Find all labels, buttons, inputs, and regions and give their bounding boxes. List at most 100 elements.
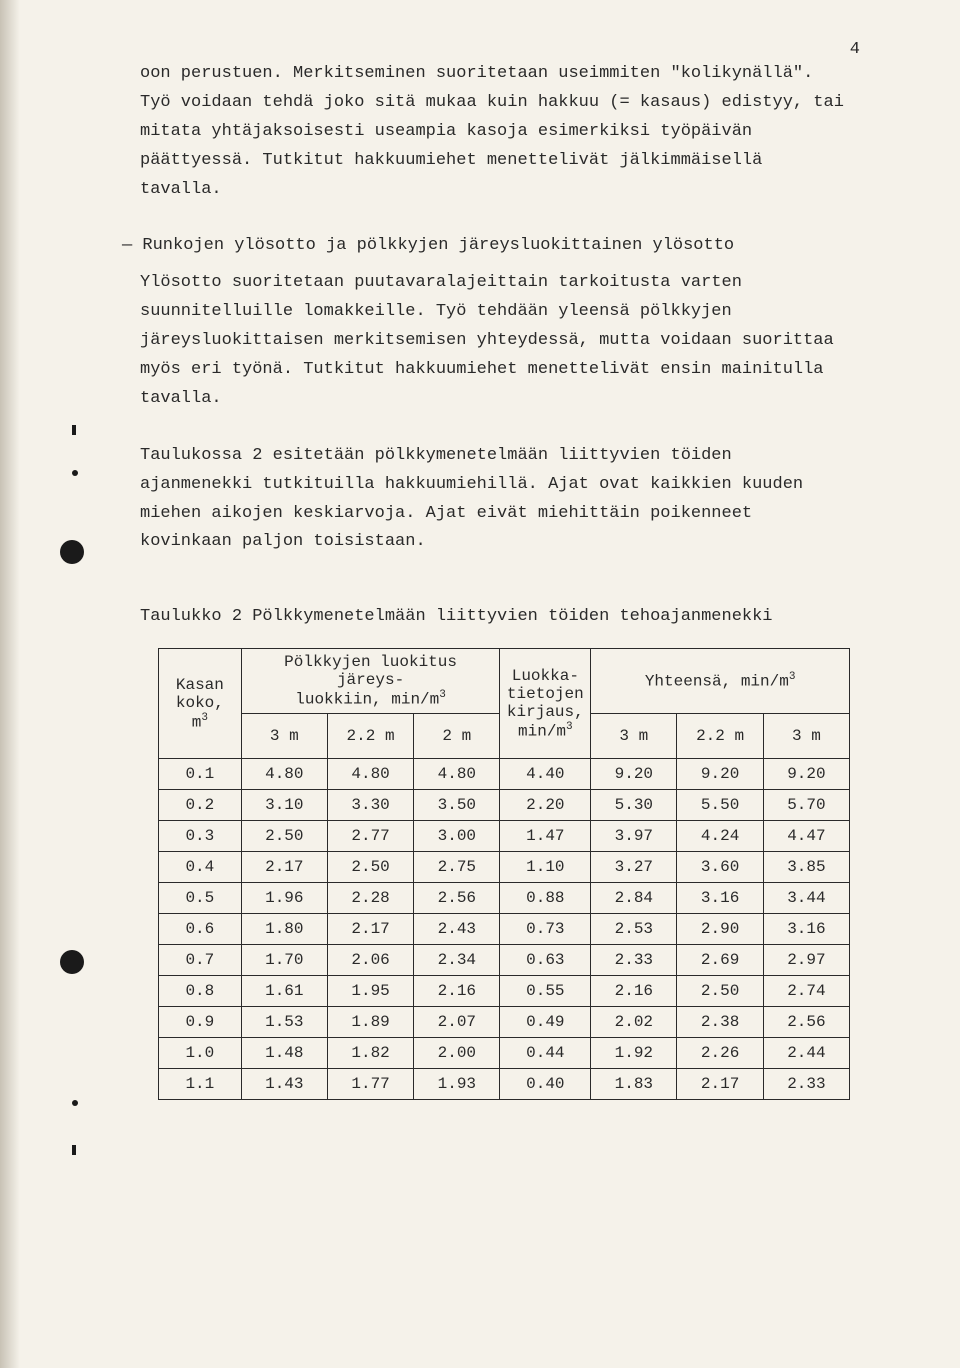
cell-kasan: 0.6 <box>159 913 242 944</box>
cell-value: 2.56 <box>763 1006 849 1037</box>
cell-value: 3.16 <box>677 882 763 913</box>
cell-kasan: 0.2 <box>159 789 242 820</box>
cell-value: 1.82 <box>327 1037 413 1068</box>
margin-tick-icon <box>72 425 76 435</box>
cell-value: 2.28 <box>327 882 413 913</box>
th-luokka-l3: kirjaus, <box>507 703 584 721</box>
table-row: 0.32.502.773.001.473.974.244.47 <box>159 820 850 851</box>
th-luokka: Luokka- tietojen kirjaus, min/m3 <box>500 649 591 758</box>
cell-value: 1.83 <box>591 1068 677 1099</box>
table-row: 0.81.611.952.160.552.162.502.74 <box>159 975 850 1006</box>
cell-value: 3.60 <box>677 851 763 882</box>
section-heading-dash: — Runkojen ylösotto ja pölkkyjen järeysl… <box>122 232 850 261</box>
cell-value: 2.97 <box>763 944 849 975</box>
cell-value: 4.40 <box>500 758 591 789</box>
th-sub-3m-a: 3 m <box>241 713 327 758</box>
cell-value: 1.92 <box>591 1037 677 1068</box>
cell-value: 2.16 <box>414 975 500 1006</box>
th-polk-l2: luokkiin, min/m <box>295 691 439 709</box>
cell-value: 1.96 <box>241 882 327 913</box>
cell-value: 2.44 <box>763 1037 849 1068</box>
th-luokka-l4: min/m <box>518 722 566 740</box>
th-sub-3m-b: 3 m <box>591 713 677 758</box>
cell-value: 4.80 <box>241 758 327 789</box>
cell-value: 4.24 <box>677 820 763 851</box>
document-page: 4 oon perustuen. Merkitseminen suoriteta… <box>0 0 960 1140</box>
cell-kasan: 0.7 <box>159 944 242 975</box>
th-luokka-l1: Luokka- <box>512 667 579 685</box>
cell-value: 3.50 <box>414 789 500 820</box>
cell-value: 0.73 <box>500 913 591 944</box>
table-row: 1.11.431.771.930.401.832.172.33 <box>159 1068 850 1099</box>
cell-value: 1.89 <box>327 1006 413 1037</box>
paragraph-1: oon perustuen. Merkitseminen suoritetaan… <box>140 60 850 204</box>
cell-kasan: 0.3 <box>159 820 242 851</box>
cell-value: 4.80 <box>327 758 413 789</box>
cell-value: 1.80 <box>241 913 327 944</box>
th-sub-22m-b: 2.2 m <box>677 713 763 758</box>
table-caption: Taulukko 2 Pölkkymenetelmään liittyvien … <box>140 607 850 626</box>
cell-kasan: 0.5 <box>159 882 242 913</box>
table-row: 1.01.481.822.000.441.922.262.44 <box>159 1037 850 1068</box>
cell-value: 3.00 <box>414 820 500 851</box>
cell-value: 3.27 <box>591 851 677 882</box>
cell-value: 2.00 <box>414 1037 500 1068</box>
cell-value: 0.88 <box>500 882 591 913</box>
th-polk-l1: Pölkkyjen luokitus järeys- <box>284 653 457 689</box>
cell-value: 2.02 <box>591 1006 677 1037</box>
cell-value: 2.17 <box>327 913 413 944</box>
cell-value: 0.55 <box>500 975 591 1006</box>
cell-value: 9.20 <box>763 758 849 789</box>
cell-value: 2.74 <box>763 975 849 1006</box>
cell-value: 1.61 <box>241 975 327 1006</box>
cell-kasan: 0.9 <box>159 1006 242 1037</box>
cell-kasan: 0.4 <box>159 851 242 882</box>
cell-value: 3.85 <box>763 851 849 882</box>
cell-value: 3.44 <box>763 882 849 913</box>
cell-value: 1.95 <box>327 975 413 1006</box>
th-sub-3m-c: 3 m <box>763 713 849 758</box>
cell-value: 2.17 <box>241 851 327 882</box>
th-luokka-sup: 3 <box>566 721 573 733</box>
cell-value: 4.47 <box>763 820 849 851</box>
cell-value: 0.49 <box>500 1006 591 1037</box>
th-luokka-l2: tietojen <box>507 685 584 703</box>
cell-value: 0.63 <box>500 944 591 975</box>
table-row: 0.23.103.303.502.205.305.505.70 <box>159 789 850 820</box>
cell-value: 0.44 <box>500 1037 591 1068</box>
cell-value: 2.75 <box>414 851 500 882</box>
th-yhteensa: Yhteensä, min/m3 <box>591 649 850 713</box>
cell-value: 2.53 <box>591 913 677 944</box>
cell-value: 2.50 <box>327 851 413 882</box>
table-row: 0.61.802.172.430.732.532.903.16 <box>159 913 850 944</box>
punch-hole-icon <box>60 950 84 974</box>
cell-value: 2.17 <box>677 1068 763 1099</box>
cell-value: 2.50 <box>677 975 763 1006</box>
cell-value: 3.10 <box>241 789 327 820</box>
table-row: 0.91.531.892.070.492.022.382.56 <box>159 1006 850 1037</box>
cell-value: 2.56 <box>414 882 500 913</box>
data-table: Kasan koko, m3 Pölkkyjen luokitus järeys… <box>158 648 850 1099</box>
cell-value: 5.30 <box>591 789 677 820</box>
cell-value: 1.47 <box>500 820 591 851</box>
table-row: 0.71.702.062.340.632.332.692.97 <box>159 944 850 975</box>
cell-value: 2.34 <box>414 944 500 975</box>
th-kasan-l3: m <box>192 713 202 731</box>
cell-value: 2.38 <box>677 1006 763 1037</box>
table-row: 0.14.804.804.804.409.209.209.20 <box>159 758 850 789</box>
cell-value: 3.97 <box>591 820 677 851</box>
th-kasan-l1: Kasan <box>176 676 224 694</box>
th-yht: Yhteensä, min/m <box>645 673 789 691</box>
cell-value: 2.50 <box>241 820 327 851</box>
cell-kasan: 1.1 <box>159 1068 242 1099</box>
paragraph-2: Ylösotto suoritetaan puutavaralajeittain… <box>140 269 850 413</box>
page-number: 4 <box>850 40 860 59</box>
cell-value: 4.80 <box>414 758 500 789</box>
cell-value: 9.20 <box>677 758 763 789</box>
cell-value: 2.33 <box>591 944 677 975</box>
cell-value: 1.43 <box>241 1068 327 1099</box>
cell-value: 2.43 <box>414 913 500 944</box>
cell-value: 2.77 <box>327 820 413 851</box>
cell-value: 2.06 <box>327 944 413 975</box>
cell-value: 1.70 <box>241 944 327 975</box>
